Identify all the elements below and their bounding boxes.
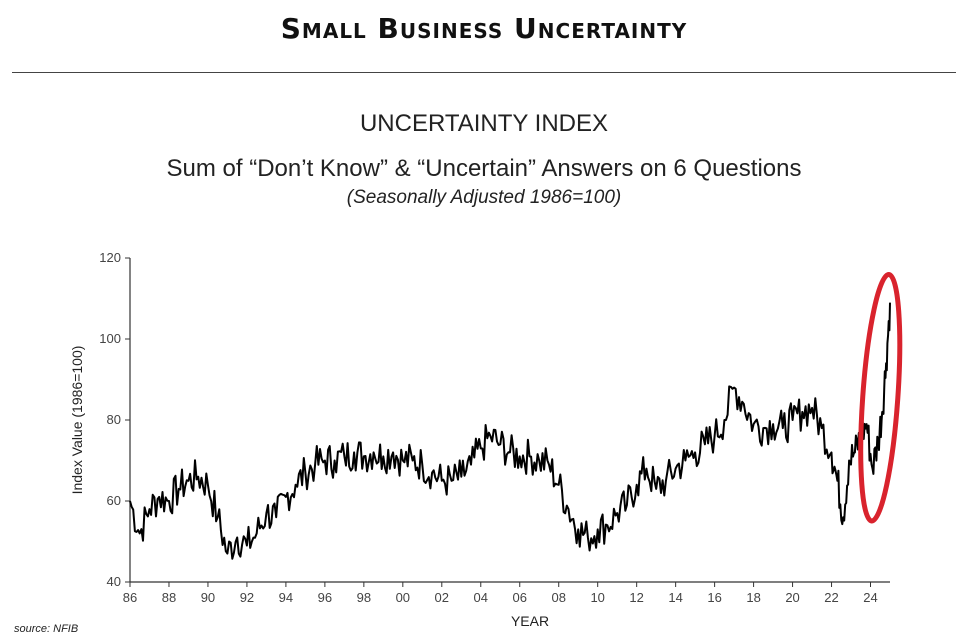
x-tick-label: 00 [396,590,410,605]
divider [12,72,956,73]
x-tick-label: 10 [590,590,604,605]
x-tick-label: 24 [863,590,877,605]
source-note: source: NFIB [14,623,78,635]
x-tick-label: 06 [513,590,527,605]
x-tick-label: 14 [668,590,682,605]
x-tick-label: 08 [551,590,565,605]
x-tick-label: 20 [785,590,799,605]
y-tick-label: 100 [99,331,121,346]
chart-subtitle: Sum of “Don’t Know” & “Uncertain” Answer… [166,155,802,182]
y-tick-label: 120 [99,250,121,265]
x-tick-label: 12 [629,590,643,605]
y-tick-label: 80 [107,412,121,427]
x-tick-label: 02 [435,590,449,605]
x-tick-label: 88 [162,590,176,605]
x-tick-label: 96 [318,590,332,605]
series-layer [129,302,891,560]
x-tick-label: 90 [201,590,215,605]
y-tick-label: 40 [107,574,121,589]
x-tick-label: 04 [474,590,488,605]
x-ticks: 86 88 90 92 94 96 98 00 02 04 06 08 10 12 14 16 18 20 22 24 [123,582,878,605]
headline: Small Business Uncertainty [280,12,688,45]
chart-title: UNCERTAINTY INDEX [359,110,609,137]
x-tick-label: 92 [240,590,254,605]
highlight-ellipse [858,271,903,524]
y-axis-title: Index Value (1986=100) [69,346,85,495]
y-ticks: 40 60 80 100 120 [99,250,130,589]
x-tick-label: 18 [746,590,760,605]
y-tick-label: 60 [107,493,121,508]
chart-note: (Seasonally Adjusted 1986=100) [346,187,622,208]
x-tick-label: 22 [824,590,838,605]
axes [129,258,890,583]
annotation-layer [858,271,903,524]
x-tick-label: 16 [707,590,721,605]
x-axis-title: YEAR [511,613,549,629]
x-tick-label: 94 [279,590,293,605]
x-tick-label: 86 [123,590,137,605]
series-line-uncertainty-index [129,302,891,560]
x-tick-label: 98 [357,590,371,605]
